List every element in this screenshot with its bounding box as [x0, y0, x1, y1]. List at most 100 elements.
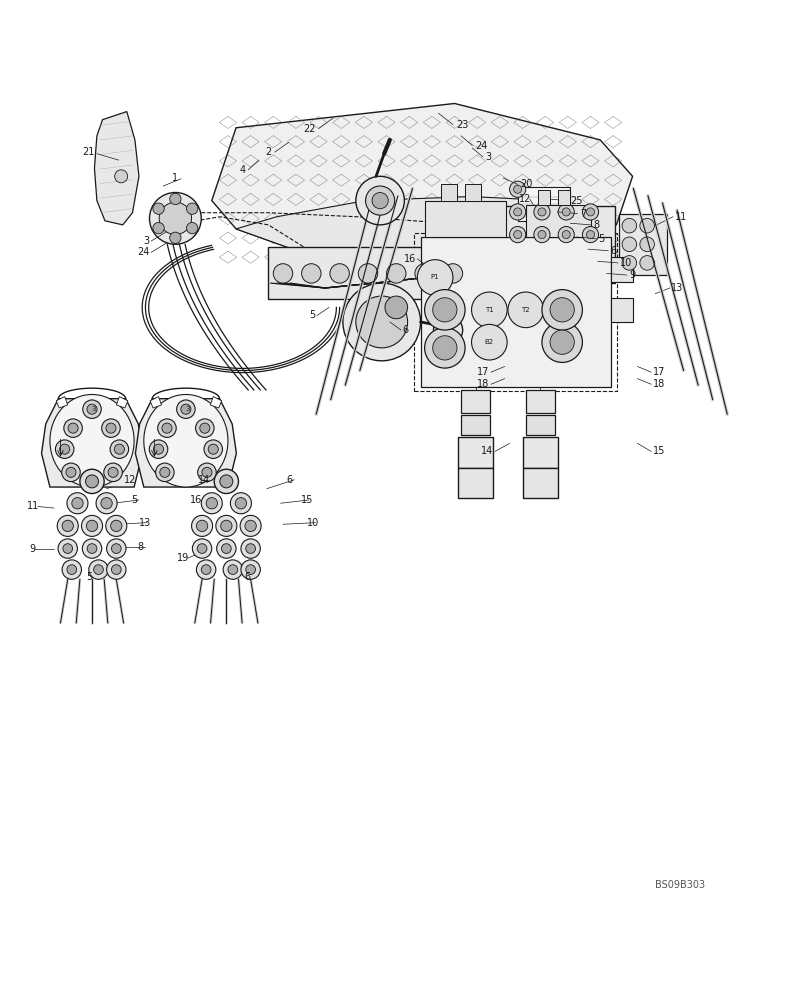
Polygon shape: [116, 397, 127, 408]
Text: 3: 3: [485, 152, 491, 162]
Circle shape: [471, 324, 507, 360]
Circle shape: [160, 467, 169, 477]
Circle shape: [187, 222, 198, 234]
Circle shape: [68, 423, 78, 433]
Bar: [457, 468, 493, 498]
Circle shape: [152, 203, 164, 214]
Text: B2: B2: [484, 339, 493, 345]
Circle shape: [557, 204, 573, 220]
Circle shape: [204, 440, 222, 458]
Circle shape: [83, 400, 101, 418]
Text: 8: 8: [592, 220, 599, 230]
Circle shape: [424, 328, 465, 368]
Polygon shape: [236, 197, 567, 265]
Circle shape: [87, 544, 97, 553]
Circle shape: [217, 539, 236, 558]
Circle shape: [58, 539, 77, 558]
Text: 3: 3: [144, 236, 149, 246]
Circle shape: [533, 226, 549, 243]
Circle shape: [159, 202, 191, 235]
Circle shape: [220, 475, 233, 488]
Circle shape: [111, 565, 121, 574]
Circle shape: [101, 419, 120, 437]
Circle shape: [104, 463, 122, 482]
Bar: [537, 190, 549, 205]
Text: 14: 14: [481, 446, 493, 456]
Text: 11: 11: [674, 212, 686, 222]
Text: 15: 15: [652, 446, 664, 456]
Circle shape: [384, 296, 407, 319]
Bar: [501, 206, 614, 283]
Circle shape: [96, 493, 117, 514]
Text: 18: 18: [652, 379, 664, 389]
Bar: [424, 201, 505, 237]
Circle shape: [355, 176, 404, 225]
Circle shape: [85, 475, 98, 488]
Circle shape: [639, 256, 654, 270]
Circle shape: [639, 218, 654, 233]
Circle shape: [621, 237, 636, 252]
Circle shape: [161, 423, 172, 433]
Circle shape: [273, 264, 292, 283]
Text: T1: T1: [484, 307, 493, 313]
Text: 5: 5: [86, 572, 92, 582]
Circle shape: [216, 515, 237, 536]
Polygon shape: [56, 397, 67, 408]
Circle shape: [228, 565, 238, 574]
Circle shape: [621, 256, 636, 270]
Circle shape: [71, 498, 83, 509]
Circle shape: [639, 237, 654, 252]
Text: 1: 1: [171, 173, 178, 183]
Text: 16: 16: [190, 495, 202, 505]
Text: 14: 14: [198, 475, 210, 485]
Circle shape: [59, 444, 70, 454]
Circle shape: [181, 404, 191, 414]
Circle shape: [549, 330, 573, 354]
Circle shape: [246, 544, 255, 553]
Text: BS09B303: BS09B303: [654, 880, 705, 890]
Circle shape: [533, 204, 549, 220]
Text: 3: 3: [92, 406, 96, 412]
Circle shape: [541, 322, 581, 362]
Circle shape: [424, 290, 465, 330]
Circle shape: [557, 226, 573, 243]
Circle shape: [81, 515, 102, 536]
Bar: [414, 233, 616, 391]
Text: 12: 12: [518, 194, 530, 204]
Circle shape: [221, 520, 232, 532]
Text: 13: 13: [671, 283, 683, 293]
Circle shape: [114, 444, 124, 454]
Bar: [610, 298, 633, 322]
Circle shape: [513, 185, 521, 193]
Bar: [420, 237, 610, 387]
Circle shape: [82, 539, 101, 558]
Circle shape: [245, 520, 256, 532]
Text: 10: 10: [620, 258, 632, 268]
Text: 3: 3: [185, 406, 190, 412]
Text: 18: 18: [477, 379, 489, 389]
Circle shape: [201, 565, 211, 574]
Text: 17: 17: [652, 367, 664, 377]
Text: 4: 4: [239, 165, 246, 175]
Bar: [461, 415, 490, 435]
Circle shape: [79, 469, 104, 494]
Circle shape: [509, 181, 525, 197]
Text: 8: 8: [137, 542, 144, 552]
Text: 13: 13: [139, 518, 151, 528]
Text: 15: 15: [300, 495, 313, 505]
Circle shape: [513, 208, 521, 216]
Circle shape: [156, 463, 174, 482]
Text: 6: 6: [286, 475, 292, 485]
Circle shape: [443, 264, 462, 283]
Circle shape: [177, 400, 195, 418]
Circle shape: [201, 493, 222, 514]
Circle shape: [241, 539, 260, 558]
Circle shape: [509, 204, 525, 220]
Bar: [522, 437, 557, 468]
Bar: [457, 437, 493, 468]
Circle shape: [240, 515, 261, 536]
Circle shape: [62, 520, 73, 532]
Text: 19: 19: [177, 553, 189, 563]
Circle shape: [371, 192, 388, 209]
Bar: [465, 184, 481, 201]
